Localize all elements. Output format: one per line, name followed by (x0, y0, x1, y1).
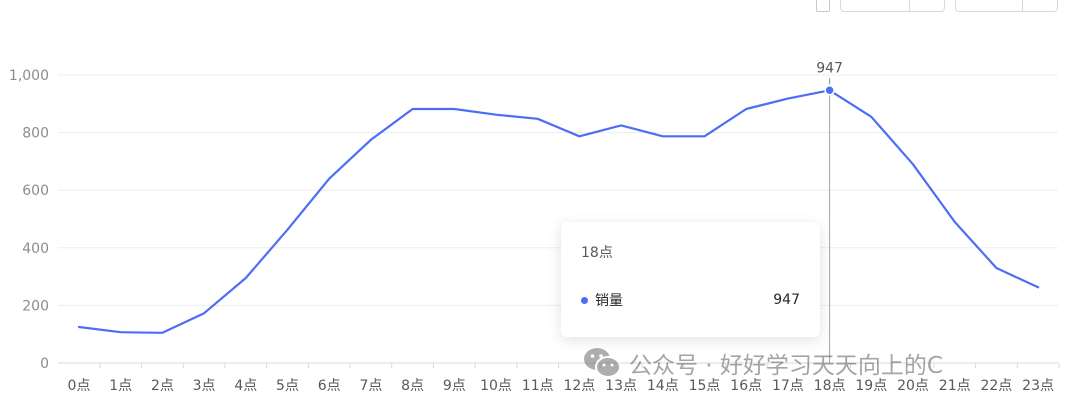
x-axis: 0点 1点 2点 3点 4点 5点 6点 7点 8点 9点 10点 11点 12点 13点 14点 15点 16… (68, 363, 1060, 394)
y-tick-label: 400 (22, 241, 49, 257)
data-labels: 947 (816, 60, 843, 85)
x-tick-label: 19点 (855, 378, 887, 394)
peak-label: 947 (816, 60, 843, 76)
top-controls (816, 0, 1058, 12)
series-line (77, 89, 1040, 334)
x-tick-label: 10点 (480, 378, 512, 394)
x-tick-label: 3点 (193, 378, 216, 394)
square-icon[interactable] (816, 0, 830, 12)
x-tick-label: 8点 (401, 378, 424, 394)
series-line-path (77, 89, 1040, 334)
tooltip-title: 18点 (581, 245, 613, 261)
x-tick-label: 9点 (443, 378, 466, 394)
x-tick-label: 4点 (234, 378, 257, 394)
x-tick-label: 2点 (151, 378, 174, 394)
x-tick-label: 22点 (980, 378, 1012, 394)
tooltip-series-value: 947 (773, 292, 800, 308)
x-tick-label: 14点 (647, 378, 679, 394)
x-tick-label: 15点 (689, 378, 721, 394)
tooltip: 18点 销量 947 (561, 222, 820, 337)
x-tick-label: 20点 (897, 378, 929, 394)
x-tick-label: 0点 (68, 378, 91, 394)
y-axis: 0 200 400 600 800 1,000 (9, 68, 49, 372)
x-tick-label: 21点 (939, 378, 971, 394)
x-tick-label: 5点 (276, 378, 299, 394)
metric-select-value[interactable] (841, 0, 910, 11)
range-select-value[interactable] (956, 0, 1023, 11)
x-tick-label: 12点 (563, 378, 595, 394)
x-tick-label: 11点 (522, 378, 554, 394)
y-tick-label: 600 (22, 183, 49, 199)
y-tick-label: 800 (22, 126, 49, 142)
x-tick-label: 18点 (814, 378, 846, 394)
metric-select[interactable] (840, 0, 945, 12)
y-tick-label: 200 (22, 298, 49, 314)
tooltip-series-name: 销量 (595, 293, 623, 309)
x-tick-label: 16点 (730, 378, 762, 394)
x-tick-label: 23点 (1022, 378, 1054, 394)
y-tick-label: 0 (40, 356, 49, 372)
tooltip-row: 销量 947 (581, 290, 800, 310)
x-tick-label: 6点 (318, 378, 341, 394)
y-tick-label: 1,000 (9, 68, 49, 84)
grid-lines (58, 74, 1058, 364)
x-tick-label: 1点 (109, 378, 132, 394)
tooltip-series-dot (581, 296, 588, 304)
series-points (824, 85, 835, 96)
x-tick-label: 13点 (605, 378, 637, 394)
x-tick-label: 7点 (359, 378, 382, 394)
x-tick-label: 17点 (772, 378, 804, 394)
highlight-point (824, 85, 835, 96)
range-select[interactable] (955, 0, 1058, 12)
